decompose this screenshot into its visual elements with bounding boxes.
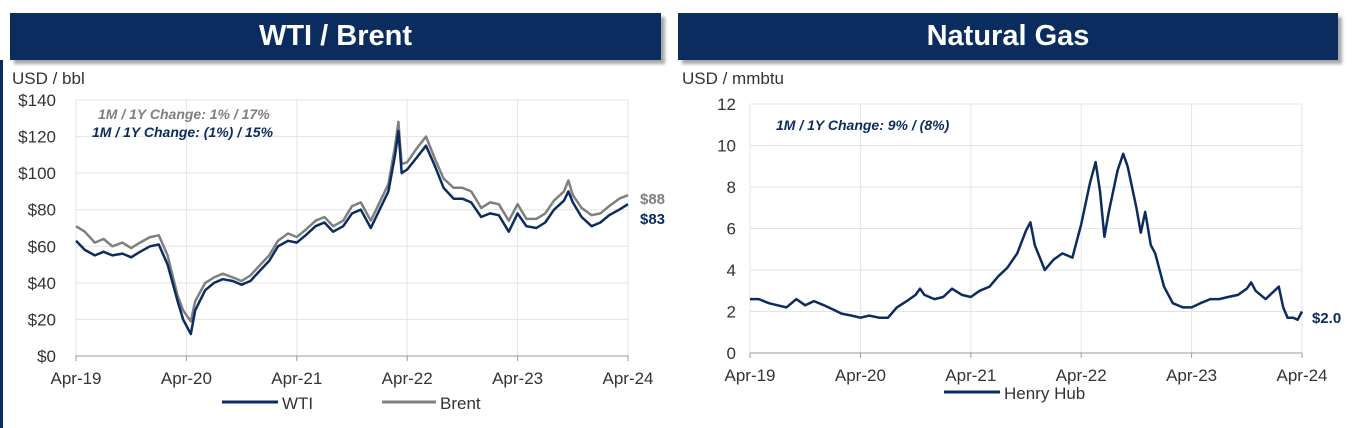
henry-hub-line	[750, 152, 1304, 322]
left-series-lines	[75, 120, 629, 336]
brent-line	[75, 120, 629, 323]
left-y-tick-label: $80	[28, 201, 56, 220]
left-y-tick-label: $60	[28, 237, 56, 256]
right-x-tick-label: Apr-22	[1056, 366, 1107, 385]
henry-hub-end-label: $2.0	[1312, 310, 1341, 327]
wti-line	[75, 129, 629, 336]
right-y-tick-label: 12	[717, 95, 736, 114]
right-y-tick-label: 8	[727, 178, 736, 197]
right-x-tick-label: Apr-24	[1276, 366, 1327, 385]
brent-change-annotation: 1M / 1Y Change: 1% / 17%	[98, 106, 270, 122]
left-x-ticks: Apr-19 Apr-20 Apr-21 Apr-22 Apr-23 Apr-24	[50, 369, 653, 388]
brent-legend-label: Brent	[440, 394, 481, 413]
right-ylabel: USD / mmbtu	[682, 69, 784, 88]
left-x-tick-label: Apr-20	[161, 369, 212, 388]
right-y-tick-label: 4	[727, 261, 736, 280]
right-y-ticks: 0 2 4 6 8 10 12	[717, 95, 736, 363]
wti-end-label: $83	[640, 211, 665, 228]
left-y-tick-label: $20	[28, 310, 56, 329]
left-ylabel: USD / bbl	[12, 69, 85, 88]
right-y-tick-label: 10	[717, 137, 736, 156]
wti-brent-title: WTI / Brent	[10, 13, 661, 60]
left-y-tick-label: $140	[18, 91, 56, 110]
right-x-tick-label: Apr-23	[1166, 366, 1217, 385]
left-y-tick-label: $0	[37, 347, 56, 366]
wti-legend-label: WTI	[282, 394, 313, 413]
right-series-lines	[750, 152, 1304, 322]
right-x-tick-label: Apr-21	[945, 366, 996, 385]
wti-change-annotation: 1M / 1Y Change: (1%) / 15%	[92, 124, 274, 140]
right-x-ticks: Apr-19 Apr-20 Apr-21 Apr-22 Apr-23 Apr-24	[724, 366, 1327, 385]
left-y-ticks: $0 $20 $40 $60 $80 $100 $120 $140	[18, 91, 56, 366]
left-x-tick-label: Apr-23	[492, 369, 543, 388]
right-y-tick-label: 0	[727, 344, 736, 363]
right-x-tick-label: Apr-19	[724, 366, 775, 385]
left-x-tick-label: Apr-22	[382, 369, 433, 388]
right-y-tick-label: 2	[727, 303, 736, 322]
left-x-tick-label: Apr-21	[271, 369, 322, 388]
henry-hub-legend-label: Henry Hub	[1004, 384, 1085, 403]
henry-hub-change-annotation: 1M / 1Y Change: 9% / (8%)	[776, 117, 950, 133]
natural-gas-title: Natural Gas	[678, 13, 1338, 60]
left-x-tick-label: Apr-19	[50, 369, 101, 388]
left-y-tick-label: $120	[18, 128, 56, 147]
right-y-tick-label: 6	[727, 220, 736, 239]
left-border-stripe	[0, 60, 3, 428]
right-x-tick-label: Apr-20	[835, 366, 886, 385]
left-y-tick-label: $40	[28, 274, 56, 293]
left-y-tick-label: $100	[18, 164, 56, 183]
left-x-tick-label: Apr-24	[602, 369, 653, 388]
left-gridlines	[75, 99, 629, 361]
brent-end-label: $88	[640, 191, 665, 208]
